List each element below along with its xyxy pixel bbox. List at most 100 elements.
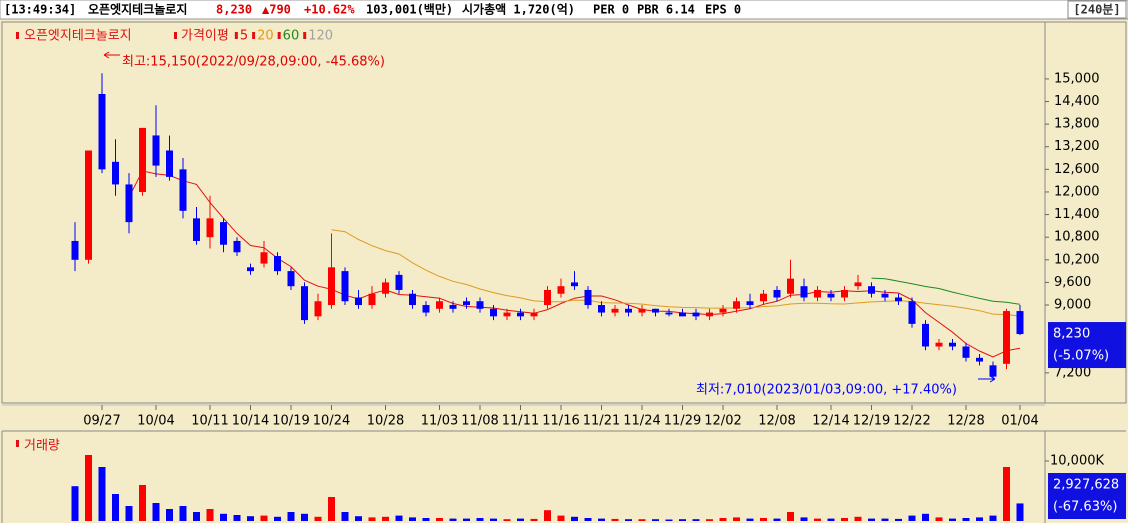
x-tick-label: 10/04 xyxy=(137,414,174,429)
x-tick-label: 10/28 xyxy=(367,414,404,429)
candle-body xyxy=(611,308,619,313)
interval[interactable]: [240분] xyxy=(1073,3,1120,17)
y-tick-label: 10,800 xyxy=(1054,230,1100,245)
candle-body xyxy=(382,282,389,294)
legend-marker xyxy=(277,32,281,39)
candle-body xyxy=(395,274,403,290)
candle-body xyxy=(341,271,349,302)
high-annotation: 최고:15,150(2022/09/28,09:00, -45.68%) xyxy=(122,55,385,70)
candle-body xyxy=(193,218,200,241)
candle-body xyxy=(436,301,443,309)
candle-body xyxy=(476,301,484,309)
y-tick-label: 14,400 xyxy=(1054,94,1100,109)
volume-bar xyxy=(436,518,443,521)
candle-body xyxy=(368,293,376,306)
y-tick-label: 13,800 xyxy=(1054,117,1100,132)
candle-body xyxy=(328,267,335,306)
candle-body xyxy=(112,161,119,185)
trade-value: 103,001(백만) xyxy=(366,2,453,17)
time: [13:49:34] xyxy=(4,3,76,17)
pbr: PBR 6.14 xyxy=(637,3,695,17)
x-tick-label: 11/24 xyxy=(623,414,660,429)
candle-body xyxy=(98,93,106,170)
volume-bar xyxy=(692,519,700,521)
volume-bar xyxy=(490,518,497,521)
legend-ma: 20 xyxy=(257,29,274,44)
volume-bar xyxy=(625,519,632,521)
x-tick-label: 12/28 xyxy=(947,414,984,429)
volume-bar xyxy=(827,518,835,521)
candle-body xyxy=(895,297,902,302)
candle-body xyxy=(544,289,551,306)
candle-body xyxy=(409,293,416,306)
volume-bar xyxy=(274,516,281,521)
volume-bar xyxy=(881,518,889,521)
volume-bar xyxy=(665,519,673,521)
candle-body xyxy=(733,301,740,309)
candle-body xyxy=(935,342,943,347)
volume-bar xyxy=(463,518,470,521)
volume-bar xyxy=(733,517,740,521)
volume-bar xyxy=(841,518,848,521)
per: PER 0 xyxy=(593,3,629,17)
x-tick-label: 12/14 xyxy=(812,414,849,429)
volume-bar xyxy=(220,513,227,521)
volume-bar xyxy=(247,516,254,521)
volume-bar xyxy=(301,513,308,521)
volume-bar xyxy=(679,519,686,521)
volume-bar xyxy=(125,506,133,521)
volume-bar xyxy=(98,467,106,521)
candle-body xyxy=(692,312,700,317)
candle-body xyxy=(517,312,524,317)
volume-bar xyxy=(193,512,200,521)
x-tick-label: 12/22 xyxy=(893,414,930,429)
candle-body xyxy=(881,293,889,298)
candle-body xyxy=(598,305,605,313)
y-tick-label: 9,600 xyxy=(1054,275,1091,290)
low-annotation: 최저:7,010(2023/01/03,09:00, +17.40%) xyxy=(696,383,957,398)
legend-marker xyxy=(16,32,19,39)
candle-body xyxy=(503,312,511,317)
volume-bar xyxy=(139,485,146,521)
volume-bar xyxy=(989,515,997,521)
candle-body xyxy=(422,305,430,313)
x-tick-label: 09/27 xyxy=(83,414,120,429)
candle-body xyxy=(773,289,781,298)
volume-bar xyxy=(260,515,268,521)
x-tick-label: 12/19 xyxy=(853,414,890,429)
volume-bar xyxy=(638,519,646,521)
candle-body xyxy=(746,301,754,306)
price-box xyxy=(1048,322,1126,369)
volume-box xyxy=(1048,473,1126,519)
candle-body xyxy=(800,286,808,298)
volume-bar xyxy=(112,494,119,521)
volume-bar xyxy=(787,512,794,521)
legend-marker xyxy=(16,440,19,447)
candle-body xyxy=(530,312,538,317)
x-tick-label: 10/11 xyxy=(191,414,228,429)
candle-body xyxy=(908,301,916,324)
change-pct: +10.62% xyxy=(304,3,355,17)
candle-body xyxy=(962,346,970,358)
y-tick-label: 12,600 xyxy=(1054,162,1100,177)
x-tick-label: 11/21 xyxy=(583,414,620,429)
candle-body xyxy=(625,308,632,313)
header-bar xyxy=(0,0,1128,20)
candle-body xyxy=(557,286,565,294)
candle-body xyxy=(463,301,470,306)
candle-body xyxy=(665,312,673,315)
volume-bar xyxy=(476,518,484,521)
volume-bar xyxy=(328,497,335,521)
candle-body xyxy=(638,308,646,313)
candle-body xyxy=(179,169,187,211)
candle-body xyxy=(854,282,862,287)
y-tick-label: 10,200 xyxy=(1054,252,1100,267)
candle-body xyxy=(841,289,848,298)
candle-body xyxy=(301,286,308,321)
interval-button[interactable] xyxy=(1067,0,1127,19)
volume-box-change: (-67.63%) xyxy=(1053,500,1117,515)
candle-body xyxy=(449,305,457,309)
candle-body xyxy=(760,293,767,302)
volume-bar xyxy=(233,515,241,521)
